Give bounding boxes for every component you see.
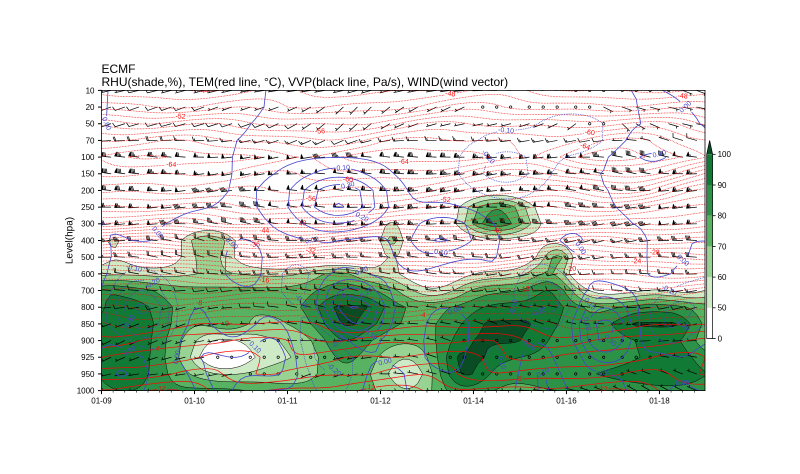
svg-text:-36: -36: [250, 241, 261, 249]
svg-text:RHU(shade,%), TEM(red line, °C: RHU(shade,%), TEM(red line, °C), VVP(bla…: [102, 75, 509, 89]
svg-text:0.00: 0.00: [447, 305, 462, 317]
svg-text:0.30: 0.30: [340, 292, 355, 303]
svg-text:0.00: 0.00: [676, 380, 690, 388]
svg-text:-8: -8: [196, 300, 203, 308]
svg-text:150: 150: [81, 170, 95, 179]
svg-text:-44: -44: [199, 88, 209, 95]
svg-text:300: 300: [81, 220, 95, 229]
svg-text:1000: 1000: [77, 387, 95, 396]
svg-text:0.00: 0.00: [354, 266, 369, 278]
svg-text:400: 400: [81, 236, 95, 245]
svg-text:Level(hpa): Level(hpa): [65, 217, 76, 264]
svg-text:0.00: 0.00: [378, 357, 393, 367]
svg-text:-0.10: -0.10: [495, 353, 506, 370]
svg-text:200: 200: [81, 186, 95, 195]
svg-text:-0.10: -0.10: [498, 127, 515, 136]
svg-text:700: 700: [81, 286, 95, 295]
svg-text:-24: -24: [631, 258, 641, 265]
svg-text:500: 500: [81, 253, 95, 262]
svg-text:90: 90: [718, 181, 727, 190]
svg-text:50: 50: [718, 304, 727, 313]
svg-text:-48: -48: [296, 220, 307, 227]
svg-text:0.00: 0.00: [173, 350, 183, 365]
svg-text:-0.10: -0.10: [125, 263, 142, 273]
svg-text:70: 70: [718, 242, 727, 251]
svg-text:0.10: 0.10: [652, 149, 667, 159]
svg-text:-56: -56: [315, 128, 326, 135]
svg-text:-40: -40: [491, 227, 502, 235]
svg-text:-16: -16: [259, 277, 270, 285]
svg-text:12: 12: [367, 384, 376, 392]
svg-text:20: 20: [86, 103, 95, 112]
svg-text:250: 250: [81, 203, 95, 212]
svg-text:-44: -44: [259, 228, 269, 235]
svg-text:0.30: 0.30: [341, 181, 356, 191]
svg-text:100: 100: [718, 150, 732, 159]
svg-text:0: 0: [225, 321, 229, 328]
svg-text:925: 925: [81, 353, 95, 362]
svg-text:-48: -48: [445, 90, 456, 99]
svg-text:10: 10: [86, 86, 95, 95]
svg-text:-52: -52: [440, 196, 451, 204]
svg-text:01-16: 01-16: [556, 396, 577, 405]
svg-text:-4: -4: [419, 312, 426, 320]
svg-text:80: 80: [718, 212, 727, 221]
svg-text:0.00: 0.00: [596, 368, 611, 378]
svg-text:12: 12: [158, 386, 166, 393]
svg-text:01-14: 01-14: [463, 396, 484, 405]
svg-text:0.10: 0.10: [434, 249, 449, 258]
svg-text:950: 950: [81, 370, 95, 379]
svg-text:-20: -20: [566, 266, 577, 274]
svg-text:8: 8: [518, 376, 522, 383]
svg-text:50: 50: [86, 120, 95, 129]
svg-text:-0.10: -0.10: [509, 299, 520, 316]
svg-text:800: 800: [81, 303, 95, 312]
svg-text:-32: -32: [305, 247, 316, 255]
svg-text:-60: -60: [343, 176, 354, 184]
svg-text:-0.20: -0.20: [530, 306, 547, 318]
svg-text:01-09: 01-09: [91, 396, 112, 405]
svg-text:-64: -64: [166, 161, 177, 169]
svg-text:0.10: 0.10: [336, 164, 350, 172]
svg-text:01-10: 01-10: [184, 396, 205, 405]
svg-text:-56: -56: [305, 195, 316, 203]
svg-text:12: 12: [599, 386, 608, 394]
svg-text:01-11: 01-11: [278, 396, 298, 405]
svg-text:-48: -48: [677, 93, 688, 101]
svg-text:01-12: 01-12: [370, 396, 391, 405]
svg-text:-64: -64: [579, 142, 591, 152]
svg-text:4: 4: [155, 346, 160, 353]
svg-text:70: 70: [86, 136, 95, 145]
svg-text:ECMF: ECMF: [102, 62, 136, 76]
svg-text:-28: -28: [650, 249, 660, 256]
svg-text:600: 600: [81, 270, 95, 279]
svg-text:900: 900: [81, 336, 95, 345]
svg-text:-12: -12: [519, 286, 530, 294]
svg-text:-52: -52: [175, 113, 186, 121]
svg-text:0.20: 0.20: [581, 317, 591, 332]
svg-text:100: 100: [81, 153, 95, 162]
svg-text:0.00: 0.00: [305, 236, 320, 245]
svg-text:60: 60: [718, 273, 727, 282]
svg-text:-60: -60: [584, 129, 595, 137]
svg-text:850: 850: [81, 320, 95, 329]
svg-text:-64: -64: [399, 158, 410, 165]
svg-text:01-18: 01-18: [649, 396, 670, 405]
svg-text:0: 0: [718, 334, 723, 343]
svg-text:0.00: 0.00: [100, 116, 112, 131]
